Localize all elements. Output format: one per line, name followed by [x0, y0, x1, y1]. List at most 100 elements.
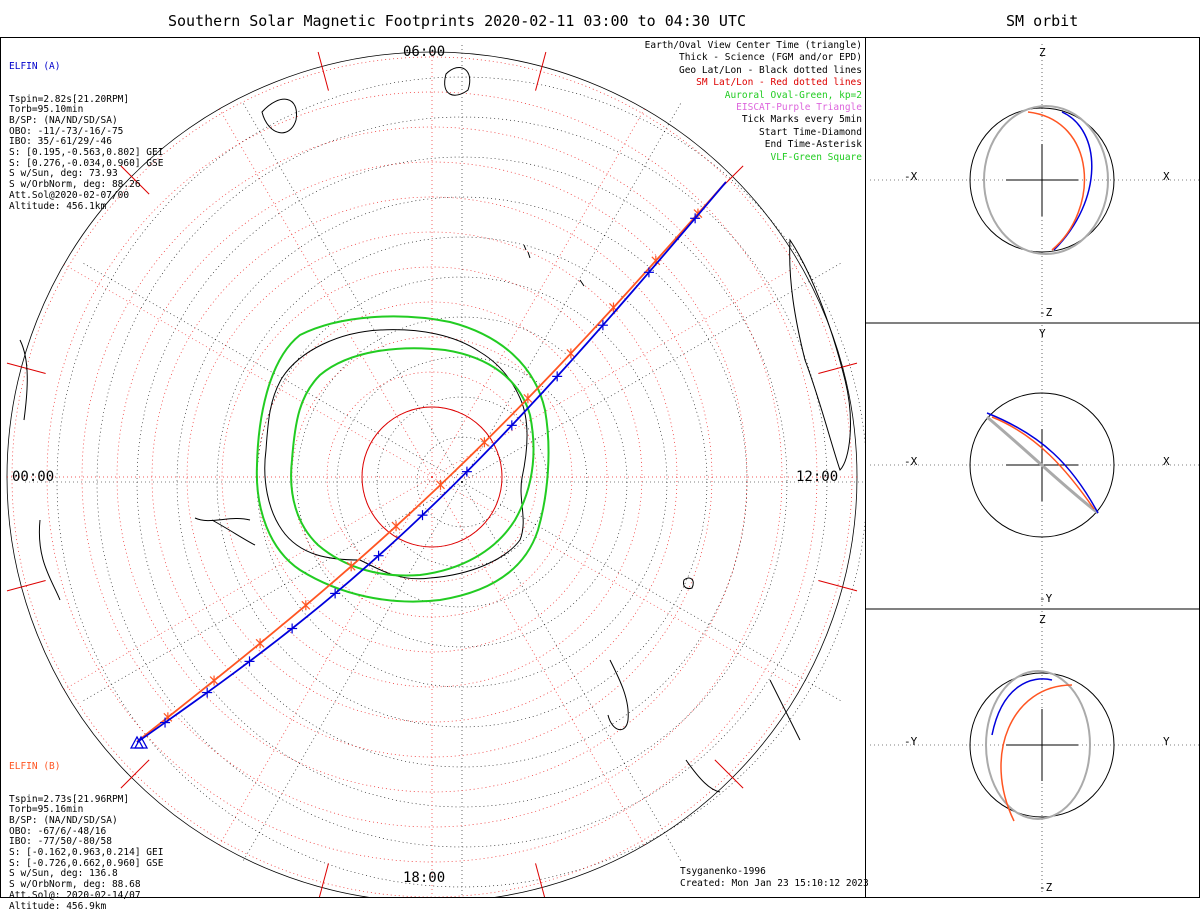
orbit-path-b	[991, 416, 1095, 510]
elfin-a-tick	[330, 588, 341, 599]
elfin-b-info-line: IBO: -77/50/-80/58	[9, 836, 112, 848]
orbit-axis-label-right: X	[1163, 455, 1170, 468]
sm-rim-tick	[818, 580, 858, 592]
sm-lon-line	[431, 108, 645, 478]
sm-rim-tick	[120, 165, 150, 195]
elfin-a-info-line: Altitude: 456.1km	[9, 200, 107, 212]
elfin-a-info-line: S w/Sun, deg: 73.93	[9, 168, 118, 180]
orbit-axis-label-right: Y	[1163, 735, 1170, 748]
elfin-b-info-line: S: [-0.162,0.963,0.214] GEI	[9, 847, 164, 859]
sm-rim-tick	[317, 51, 329, 91]
elfin-a-tick	[690, 213, 701, 224]
orbit-path-a	[1053, 111, 1093, 251]
sm-rim-tick	[6, 580, 46, 592]
auroral-oval-outer	[255, 315, 550, 603]
orbit-axis-label-bottom: -Z	[1039, 881, 1053, 894]
geo-lon-line	[80, 481, 463, 703]
orbit-path-a	[986, 412, 1099, 514]
elfin-b-info: ELFIN (B) Tspin=2.73s[21.96RPM] Torb=95.1…	[9, 741, 163, 923]
elfin-b-tick	[480, 437, 489, 448]
orbit-axis-label-top: Y	[1039, 327, 1046, 340]
hour-label-bottom: 18:00	[403, 870, 446, 886]
elfin-a-tick	[552, 371, 563, 382]
sm-rim-tick	[6, 362, 46, 374]
orbit-axis-label-top: Z	[1039, 613, 1046, 626]
earth-circle	[969, 107, 1115, 253]
elfin-b-tick	[346, 561, 356, 572]
elfin-a-info-line: Tspin=2.82s[21.20RPM]	[9, 93, 130, 105]
orbit-axis-label-top: Z	[1039, 46, 1046, 59]
elfin-b-tick	[566, 348, 576, 359]
sm-lon-line	[431, 476, 801, 690]
geo-lon-line	[461, 481, 844, 703]
orbit-path-b	[1000, 684, 1073, 822]
orbit-title: SM orbit	[1006, 12, 1079, 30]
geo-lon-line	[461, 481, 683, 864]
elfin-a-tick	[597, 320, 608, 331]
sm-rim-tick	[714, 759, 744, 789]
coastlines	[19, 67, 851, 793]
orbit-panels	[865, 44, 1200, 895]
legend-item: Thick - Science (FGM and/or EPD)	[678, 52, 862, 64]
orbit-axis-label-bottom: -Y	[1039, 592, 1053, 605]
elfin-a-info-line: OBO: -11/-73/-16/-75	[9, 125, 124, 137]
elfin-b-tick	[391, 521, 401, 532]
sm-lon-line	[431, 476, 645, 846]
elfin-b-tick	[255, 638, 265, 649]
elfin-b-info-line: S: [-0.726,0.662,0.960] GSE	[9, 857, 164, 869]
elfin-a-info-line: S: [0.195,-0.563,0.802] GEI	[9, 147, 164, 159]
orbit-path-gray	[983, 105, 1109, 255]
created-label: Created: Mon Jan 23 15:10:12 2023	[680, 878, 869, 889]
auroral-oval-inner	[290, 347, 535, 577]
elfin-b-info-line: Torb=95.16min	[9, 804, 84, 816]
elfin-b-name: ELFIN (B)	[9, 761, 61, 773]
elfin-b-tick	[436, 479, 445, 490]
legend-item: VLF-Green Square	[770, 151, 862, 163]
elfin-a-info-line: Att.Sol@2020-02-07/00	[9, 189, 130, 201]
sm-lon-line	[219, 476, 433, 846]
sm-rim-tick	[818, 362, 858, 374]
model-label: Tsyganenko-1996	[680, 866, 766, 877]
sm-rim-tick	[318, 863, 329, 897]
legend-item: End Time-Asterisk	[764, 139, 862, 151]
elfin-a-tick	[160, 717, 171, 728]
orbit-path-gray	[986, 415, 1099, 515]
sm-lat-circle	[256, 301, 608, 653]
earth-circle	[969, 672, 1115, 818]
elfin-b-tick	[209, 675, 219, 686]
elfin-b-tick	[301, 600, 311, 611]
legend-item: Geo Lat/Lon - Black dotted lines	[678, 64, 862, 76]
orbit-path-a	[991, 678, 1053, 736]
legend-item: Tick Marks every 5min	[741, 114, 862, 126]
legend-item: EISCAT-Purple Triangle	[736, 102, 862, 114]
elfin-b-info-line: OBO: -67/6/-48/16	[9, 825, 107, 837]
sm-rim-tick	[120, 759, 150, 789]
elfin-a-name: ELFIN (A)	[9, 61, 61, 73]
elfin-b-info-line: Altitude: 456.9km	[9, 900, 107, 912]
elfin-a-tick	[506, 420, 517, 431]
orbit-axis-label-left: -Y	[904, 735, 918, 748]
sm-lon-line	[431, 264, 801, 478]
elfin-a-tick	[461, 466, 472, 477]
geo-lon-line	[461, 100, 683, 483]
map-title: Southern Solar Magnetic Footprints 2020-…	[168, 12, 746, 30]
elfin-b-info-line: S w/OrbNorm, deg: 88.68	[9, 879, 141, 891]
hour-label-right: 12:00	[796, 469, 839, 485]
hour-label-top: 06:00	[403, 44, 446, 60]
elfin-a-tick	[287, 623, 298, 634]
view-center-triangle	[129, 735, 145, 749]
sm-pole-circle	[361, 406, 503, 548]
hour-label-left: 00:00	[12, 469, 55, 485]
legend-item: Earth/Oval View Center Time (triangle)	[644, 40, 862, 51]
elfin-a-tick	[244, 656, 255, 667]
earth-circle	[969, 392, 1115, 538]
elfin-b-info-line: Att.Sol@: 2020-02-14/07	[9, 889, 141, 901]
sm-lat-circle	[221, 266, 643, 688]
legend-item: SM Lat/Lon - Red dotted lines	[696, 77, 862, 89]
orbit-path-gray	[985, 670, 1091, 820]
orbit-axis-label-bottom: -Z	[1039, 306, 1053, 319]
elfin-b-info-line: Tspin=2.73s[21.96RPM]	[9, 793, 130, 805]
sm-rim-tick	[535, 51, 547, 91]
elfin-a-info-line: Torb=95.10min	[9, 104, 84, 116]
orbit-path-b	[1027, 111, 1086, 251]
